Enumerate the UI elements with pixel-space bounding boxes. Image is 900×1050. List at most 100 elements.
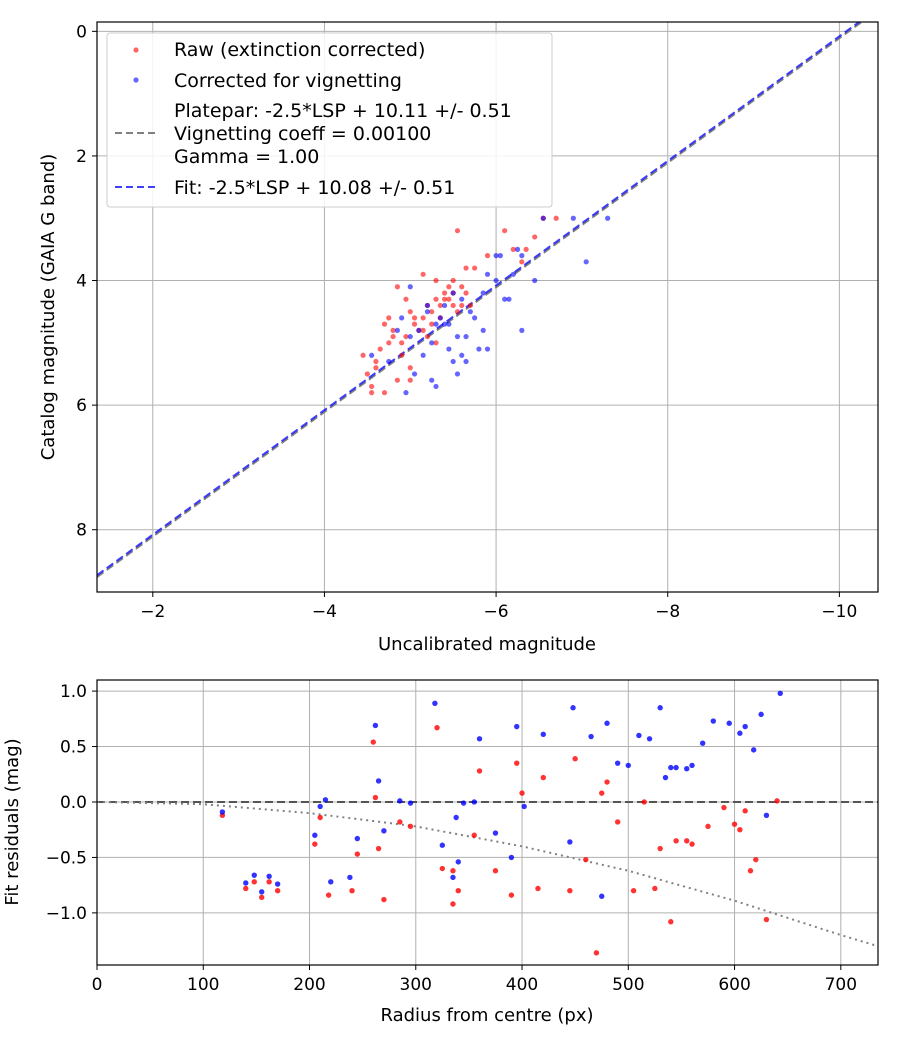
data-point [625,762,631,769]
data-point [377,346,383,352]
data-point [437,315,443,321]
data-point [370,739,376,745]
data-point [369,390,375,396]
series-line [97,800,878,948]
data-point [407,377,413,383]
data-point [386,340,392,346]
data-point [375,778,382,784]
data-point [243,885,249,892]
data-point [506,296,512,302]
data-point [439,842,446,848]
legend-marker-raw [133,47,139,53]
data-point [360,352,366,358]
data-point [420,327,426,333]
data-point [420,352,426,358]
data-point [266,879,272,885]
data-point [312,832,318,838]
data-point [375,845,382,852]
data-point [274,888,281,894]
data-point [721,804,727,811]
data-point [450,290,456,296]
legend-box [106,32,553,208]
y-tick-label: −1.0 [46,904,87,924]
x-tick-label: −10 [821,602,857,622]
data-point [390,333,396,340]
plot-frame [96,679,879,966]
data-point [420,315,426,321]
plot-frame [96,21,879,593]
data-point [705,823,711,830]
data-point [274,881,281,887]
data-point [364,371,370,377]
data-point [312,841,318,847]
data-point [514,760,520,766]
data-point [510,246,516,252]
data-point [742,723,748,730]
data-point [593,950,600,956]
data-point [394,284,400,290]
data-point [369,383,375,390]
data-point [455,859,461,865]
data-point [588,733,594,740]
legend-label-raw: Raw (extinction corrected) [174,39,425,61]
y-tick-label: 2 [76,147,87,167]
data-point [446,284,452,290]
data-point [455,888,461,894]
data-point [433,296,439,302]
data-point [540,731,546,738]
data-point [381,828,387,834]
data-point [441,302,448,309]
data-point [472,265,478,271]
data-point [753,856,759,863]
data-point [437,302,443,309]
data-point [266,873,272,879]
data-point [519,327,525,333]
data-point [553,215,559,221]
data-point [399,315,405,321]
data-point [459,352,465,358]
data-point [502,228,508,234]
data-point [519,259,525,265]
data-point [508,892,515,898]
data-point [454,228,461,234]
y-tick-label: 0 [76,22,87,42]
data-point [399,352,405,358]
data-point [570,705,576,711]
x-tick-label: −8 [655,602,680,622]
data-point [684,838,690,844]
data-point [689,762,695,769]
data-point [492,830,499,836]
data-point [646,736,653,742]
data-point [463,265,469,271]
data-point [726,720,732,726]
data-point [492,868,499,874]
data-point [471,832,477,838]
data-point [454,371,461,377]
data-point [403,333,409,340]
data-point [429,377,435,383]
data-point [433,340,439,346]
data-point [416,327,422,333]
data-point [446,296,452,302]
data-point [652,885,658,892]
data-point [317,803,323,810]
data-point [446,321,452,327]
data-point [441,296,448,302]
data-point [454,333,461,340]
data-point [599,790,605,796]
data-point [450,901,456,907]
data-point [599,893,605,899]
data-point [583,856,589,863]
data-point [699,740,706,746]
data-point [453,814,459,821]
data-point [763,812,770,818]
x-tick-label: 700 [825,975,857,995]
data-point [567,839,573,845]
data-point [424,302,431,309]
data-point [480,327,486,333]
data-point [450,277,456,284]
y-tick-label: 4 [76,272,87,292]
data-point [668,919,674,925]
